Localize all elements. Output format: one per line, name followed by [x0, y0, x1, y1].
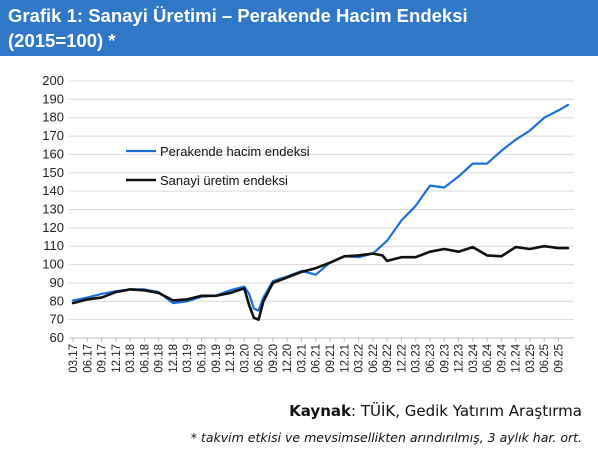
source-separator: :: [350, 402, 361, 420]
chart-title-line-2: (2015=100) *: [8, 30, 116, 51]
x-tick-label: 06.19: [197, 344, 209, 373]
industrial-production-line: [71, 244, 570, 321]
x-tick-label: 03.22: [354, 344, 366, 373]
chart-title-bar: Grafik 1: Sanayi Üretimi – Perakende Hac…: [0, 0, 598, 56]
y-tick-label: 70: [50, 312, 64, 327]
axes: 60 70 80 90 100 110 120 130 140 150 160 170 180 190 20…: [42, 73, 574, 373]
x-tick-label: 09.21: [325, 344, 337, 373]
y-tick-label: 160: [42, 146, 64, 161]
x-tick-label: 09.25: [553, 344, 565, 373]
y-tick-label: 190: [42, 91, 64, 106]
x-tick-label: 06.20: [254, 344, 266, 373]
x-tick-label: 12.20: [282, 344, 294, 373]
x-tick-label: 12.17: [111, 344, 123, 373]
y-tick-label: 130: [42, 202, 64, 217]
x-tick-label: 03.21: [296, 344, 308, 373]
x-tick-label: 06.23: [425, 344, 437, 373]
x-tick-label: 09.19: [211, 344, 223, 373]
x-tick-label: 12.19: [225, 344, 237, 373]
legend-label: Sanayi üretim endeksi: [160, 173, 288, 188]
x-tick-label: 06.22: [368, 344, 380, 373]
y-tick-label: 150: [42, 165, 64, 180]
x-tick-label: 03.23: [411, 344, 423, 373]
x-tick-label: 12.18: [168, 344, 180, 373]
source-line: Kaynak: TÜİK, Gedik Yatırım Araştırma: [289, 402, 582, 420]
y-tick-label: 100: [42, 257, 64, 272]
x-tick-label: 06.17: [82, 344, 94, 373]
legend-label: Perakende hacim endeksi: [160, 144, 310, 159]
source-label: Kaynak: [289, 402, 351, 420]
y-tick-label: 140: [42, 183, 64, 198]
x-tick-label: 06.21: [311, 344, 323, 373]
series-lines: [71, 103, 570, 321]
y-tick-label: 120: [42, 220, 64, 235]
y-tick-label: 90: [50, 275, 64, 290]
y-tick-label: 110: [43, 238, 64, 253]
x-tick-label: 03.19: [182, 344, 194, 373]
x-tick-label: 12.22: [396, 344, 408, 373]
x-tick-label: 03.17: [68, 344, 80, 373]
x-tick-label: 09.18: [154, 344, 166, 373]
x-tick-label: 09.24: [496, 343, 508, 372]
x-tick-label: 09.22: [382, 344, 394, 373]
x-tick-label: 09.20: [268, 344, 280, 373]
x-tick-label: 12.23: [454, 344, 466, 373]
x-tick-label: 09.17: [97, 344, 109, 373]
chart-title-line-1: Grafik 1: Sanayi Üretimi – Perakende Hac…: [8, 5, 468, 26]
y-tick-label: 80: [50, 293, 64, 308]
y-tick-label: 180: [42, 110, 64, 125]
x-tick-label: 06.24: [482, 343, 494, 372]
x-tick-label: 12.21: [339, 344, 351, 373]
chart-title: Grafik 1: Sanayi Üretimi – Perakende Hac…: [8, 3, 593, 53]
y-tick-label: 200: [42, 73, 64, 88]
x-tick-label: 09.23: [439, 344, 451, 373]
x-tick-label: 03.18: [125, 344, 137, 373]
x-tick-label: 03.20: [239, 344, 251, 373]
legend: Perakende hacim endeksi Sanayi üretim end…: [126, 144, 310, 188]
x-tick-label: 12.24: [511, 343, 523, 372]
y-tick-label: 170: [42, 128, 64, 143]
x-tick-label: 06.18: [139, 344, 151, 373]
footnote: * takvim etkisi ve mevsimsellikten arınd…: [190, 430, 582, 445]
source-text: TÜİK, Gedik Yatırım Araştırma: [360, 402, 582, 420]
line-chart: 60 70 80 90 100 110 120 130 140 150 160 170 180 190 20…: [42, 73, 574, 373]
x-tick-label: 03.24: [468, 343, 480, 372]
grid-lines: [69, 80, 574, 339]
x-tick-label: 06.25: [539, 344, 551, 373]
y-tick-label: 60: [50, 330, 64, 345]
x-tick-label: 03.25: [525, 344, 537, 373]
